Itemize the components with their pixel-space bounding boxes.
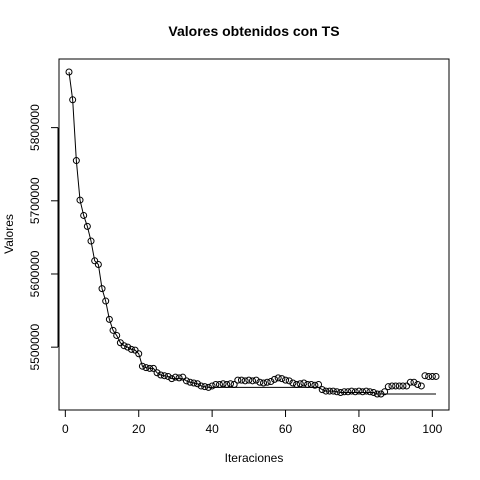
y-tick-label: 5600000 xyxy=(28,250,42,297)
data-point xyxy=(102,297,110,305)
data-point xyxy=(153,369,161,377)
data-point xyxy=(384,383,392,391)
data-point xyxy=(263,378,271,386)
data-point xyxy=(245,376,253,384)
data-point xyxy=(80,211,88,219)
data-point xyxy=(425,372,433,380)
data-point xyxy=(381,388,389,396)
data-point xyxy=(318,386,326,394)
x-tick-label: 0 xyxy=(62,422,69,436)
data-point xyxy=(271,375,279,383)
data-point xyxy=(388,382,396,390)
data-point xyxy=(249,377,256,385)
data-point xyxy=(289,379,297,387)
data-point xyxy=(105,315,113,323)
data-point xyxy=(182,377,190,385)
data-point xyxy=(120,342,128,350)
data-point xyxy=(219,380,227,388)
data-point xyxy=(428,372,436,380)
data-point xyxy=(282,376,290,384)
data-point xyxy=(333,388,341,396)
data-point xyxy=(109,326,117,334)
data-point xyxy=(392,382,400,390)
data-point xyxy=(226,380,234,388)
data-point xyxy=(355,387,363,395)
data-point xyxy=(414,380,422,388)
series-layer xyxy=(65,68,440,398)
data-point xyxy=(135,350,143,358)
data-point xyxy=(142,364,150,372)
data-point xyxy=(267,378,275,386)
data-point xyxy=(260,379,268,387)
data-point xyxy=(395,382,403,390)
data-point xyxy=(179,373,187,381)
data-point xyxy=(366,388,374,396)
data-point xyxy=(300,379,308,387)
data-point xyxy=(138,362,146,370)
x-tick-label: 40 xyxy=(205,422,219,436)
x-axis: 0 20 40 60 80 100 xyxy=(62,409,443,436)
data-point xyxy=(432,372,440,380)
data-point xyxy=(274,374,282,382)
data-point xyxy=(311,381,319,389)
data-point xyxy=(285,377,293,385)
data-point xyxy=(160,372,168,380)
data-point xyxy=(186,378,194,386)
data-point xyxy=(399,382,407,390)
data-point xyxy=(410,378,418,386)
data-point xyxy=(113,331,121,339)
data-point xyxy=(241,377,249,385)
data-point xyxy=(197,382,205,390)
data-point xyxy=(421,372,429,380)
chart-title: Valores obtenidos con TS xyxy=(168,23,339,39)
data-point xyxy=(359,388,367,396)
x-tick-label: 60 xyxy=(279,422,293,436)
y-tick-label: 5700000 xyxy=(28,177,42,224)
x-tick-label: 20 xyxy=(132,422,146,436)
data-point xyxy=(164,372,172,380)
data-point xyxy=(351,388,359,396)
data-point xyxy=(127,345,135,353)
data-point xyxy=(193,380,201,388)
data-point xyxy=(208,382,216,390)
data-point xyxy=(201,383,209,391)
x-tick-label: 100 xyxy=(422,422,442,436)
data-point xyxy=(83,222,91,230)
y-axis: 5500000 5600000 5700000 5800000 xyxy=(28,104,59,371)
data-point xyxy=(131,346,139,354)
data-point xyxy=(234,376,242,384)
data-point xyxy=(406,378,414,386)
data-point xyxy=(87,237,95,245)
data-point xyxy=(256,378,264,386)
data-point xyxy=(171,373,179,381)
data-point xyxy=(362,387,370,395)
data-point xyxy=(252,376,260,384)
y-tick-label: 5800000 xyxy=(28,104,42,151)
data-point xyxy=(340,388,348,396)
series-line xyxy=(68,71,436,395)
data-point xyxy=(278,375,286,383)
y-tick-label: 5500000 xyxy=(28,323,42,370)
data-point xyxy=(190,379,198,387)
y-axis-label: Valores xyxy=(2,214,16,254)
data-point xyxy=(91,257,99,265)
data-point xyxy=(417,382,425,390)
data-point xyxy=(237,376,245,384)
plot-frame xyxy=(58,58,450,411)
x-axis-label: Iteraciones xyxy=(225,451,284,465)
data-point xyxy=(157,371,165,379)
data-point xyxy=(296,380,304,388)
data-point xyxy=(403,382,411,390)
x-tick-label: 80 xyxy=(352,422,366,436)
data-point xyxy=(348,387,356,395)
data-point xyxy=(175,374,183,382)
data-point xyxy=(124,343,132,351)
data-point xyxy=(344,388,352,396)
